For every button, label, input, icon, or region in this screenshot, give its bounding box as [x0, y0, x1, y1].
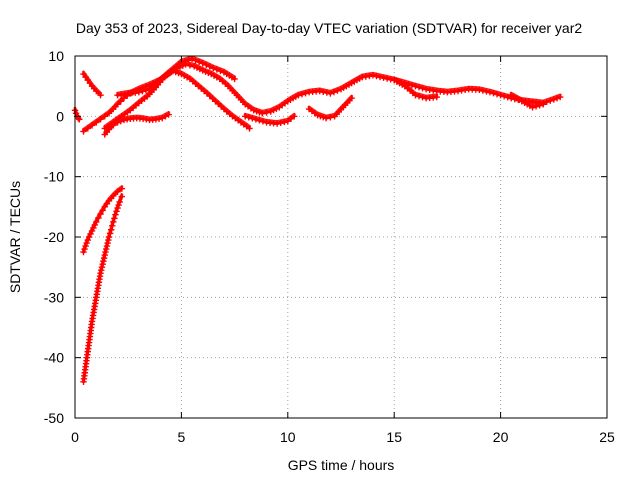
tick-layer	[74, 55, 608, 419]
label-layer: 0 5 10 15 20 25 -50 -40 -30 -20 -10 0 10	[44, 48, 615, 445]
y-tick-label: -50	[44, 410, 64, 426]
series-track-k	[391, 76, 440, 102]
series-band	[392, 76, 439, 98]
y-axis-title: SDTVAR / TECUs	[7, 181, 23, 293]
y-tick-label: 10	[48, 48, 64, 64]
x-tick-label: 0	[71, 429, 79, 445]
series-band	[82, 185, 124, 252]
x-tick-label: 5	[178, 429, 186, 445]
series-track-l	[508, 91, 547, 111]
x-axis-title: GPS time / hours	[288, 457, 395, 473]
y-tick-label: -40	[44, 350, 64, 366]
y-tick-label: -30	[44, 289, 64, 305]
x-tick-label: 20	[493, 429, 509, 445]
series-track-i	[242, 112, 298, 127]
series-track-d	[80, 185, 126, 256]
chart-title: Day 353 of 2023, Sidereal Day-to-day VTE…	[76, 20, 582, 36]
series-band	[243, 112, 296, 124]
series-band	[82, 193, 124, 382]
y-tick-label: -10	[44, 169, 64, 185]
y-tick-label: -20	[44, 229, 64, 245]
series-track-c	[80, 70, 104, 99]
series-layer	[71, 55, 564, 385]
series-track-h	[114, 55, 238, 99]
series-band	[307, 94, 354, 118]
series-band	[509, 91, 545, 107]
series-track-j	[305, 94, 355, 122]
y-tick-label: 0	[56, 108, 64, 124]
x-tick-label: 10	[280, 429, 296, 445]
series-band	[82, 70, 102, 95]
x-tick-label: 15	[386, 429, 402, 445]
x-tick-label: 25	[599, 429, 615, 445]
series-track-e	[80, 193, 126, 385]
series-band	[116, 55, 237, 95]
